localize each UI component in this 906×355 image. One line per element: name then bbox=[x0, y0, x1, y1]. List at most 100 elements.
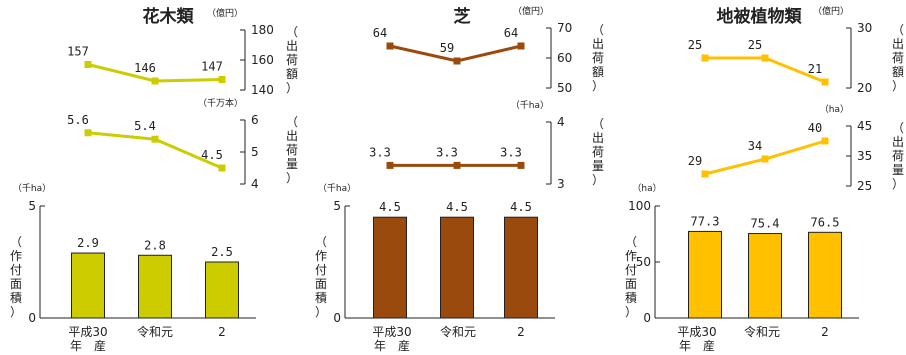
bar bbox=[748, 233, 782, 319]
shipment_volume-tick-label: 5 bbox=[251, 145, 259, 159]
shipment_volume-axis-title: （出荷量） bbox=[286, 115, 298, 185]
shipment_volume-data-label: 3.3 bbox=[436, 145, 458, 159]
shipment_value-tick-label: 50 bbox=[557, 81, 572, 95]
bar-tick-label: 50 bbox=[636, 255, 651, 269]
shipment_value-tick-label: 20 bbox=[857, 81, 872, 95]
bar-unit: （千ha） bbox=[13, 183, 51, 194]
panel-title: 芝 bbox=[454, 6, 471, 27]
bar bbox=[504, 216, 538, 319]
bar-tick-label: 0 bbox=[333, 311, 341, 325]
category-label: 年 産 bbox=[679, 338, 715, 353]
shipment_value-tick-label: 140 bbox=[251, 83, 274, 97]
shipment_volume-data-label: 3.3 bbox=[369, 145, 391, 159]
shipment_value-data-label: 157 bbox=[67, 45, 89, 59]
shipment_value-point bbox=[761, 54, 769, 62]
shipment_volume-unit: （ha） bbox=[820, 104, 849, 115]
shipment_volume-point bbox=[761, 155, 769, 163]
shipment_value-axis-title: （出荷額） bbox=[592, 23, 604, 93]
bar-tick-label: 0 bbox=[28, 311, 36, 325]
shipment_value-unit: （億円） bbox=[513, 5, 549, 17]
shipment_volume-tick-label: 35 bbox=[857, 149, 872, 163]
shipment_value-unit: （億円） bbox=[813, 5, 849, 17]
shipment_volume-axis-title: （出荷量） bbox=[592, 117, 604, 187]
shipment_value-unit: （億円） bbox=[207, 7, 243, 19]
shipment_value-data-label: 25 bbox=[748, 38, 762, 52]
bar-data-label: 75.4 bbox=[751, 217, 780, 231]
bar bbox=[138, 254, 172, 319]
category-label: 年 産 bbox=[374, 338, 410, 353]
shipment_volume-data-label: 29 bbox=[688, 154, 702, 168]
bar-data-label: 2.5 bbox=[211, 245, 233, 259]
category-label: 平成30 bbox=[677, 325, 716, 339]
bar-tick-label: 100 bbox=[628, 199, 651, 213]
bar-tick-label: 5 bbox=[333, 199, 341, 213]
bar bbox=[440, 216, 474, 319]
category-label: 2 bbox=[517, 325, 525, 339]
shipment_volume-data-label: 34 bbox=[748, 139, 762, 153]
shipment_value-data-label: 64 bbox=[373, 26, 387, 40]
category-label: 令和元 bbox=[744, 324, 780, 339]
shipment_value-data-label: 59 bbox=[440, 41, 454, 55]
bar-data-label: 2.8 bbox=[144, 238, 166, 252]
shipment_value-data-label: 146 bbox=[134, 61, 156, 75]
shipment_value-axis-title: （出荷額） bbox=[286, 25, 298, 95]
bar-data-label: 4.5 bbox=[379, 200, 401, 214]
shipment_value-point bbox=[453, 57, 461, 65]
shipment_volume-unit: （千ha） bbox=[511, 100, 549, 111]
bar-axis-title: （作付面積） bbox=[315, 235, 327, 319]
shipment_volume-point bbox=[453, 161, 461, 169]
bar bbox=[808, 231, 842, 319]
category-label: 年 産 bbox=[70, 338, 106, 353]
shipment_volume-tick-label: 25 bbox=[857, 179, 872, 193]
bar-tick-label: 0 bbox=[643, 311, 651, 325]
shipment_volume-tick-label: 3 bbox=[557, 177, 565, 191]
shipment_volume-point bbox=[218, 164, 226, 172]
shipment_value-point bbox=[386, 42, 394, 50]
shipment_volume-point bbox=[84, 129, 92, 137]
shipment_volume-point bbox=[517, 161, 525, 169]
bar-axis-title: （作付面積） bbox=[10, 235, 22, 319]
shipment_volume-data-label: 5.4 bbox=[134, 119, 156, 133]
shipment_value-tick-label: 160 bbox=[251, 53, 274, 67]
shipment_value-data-label: 21 bbox=[808, 62, 822, 76]
shipment_volume-data-label: 3.3 bbox=[500, 145, 522, 159]
bar bbox=[688, 230, 722, 319]
bar-data-label: 4.5 bbox=[446, 200, 468, 214]
shipment_value-point bbox=[151, 77, 159, 85]
shipment_volume-data-label: 5.6 bbox=[67, 113, 89, 127]
panel-title: 地被植物類 bbox=[717, 6, 803, 27]
bar bbox=[205, 261, 239, 319]
shipment_value-point bbox=[218, 76, 226, 83]
shipment_value-point bbox=[517, 42, 525, 50]
bar-axis-title: （作付面積） bbox=[625, 235, 637, 319]
shipment_value-data-label: 64 bbox=[504, 26, 518, 40]
bar-unit: （千ha） bbox=[318, 183, 356, 194]
shipment_volume-point bbox=[701, 170, 709, 178]
shipment_value-point bbox=[821, 78, 829, 86]
category-label: 2 bbox=[218, 325, 226, 339]
shipment_value-data-label: 147 bbox=[201, 60, 223, 74]
category-label: 平成30 bbox=[68, 325, 107, 339]
shipment_value-data-label: 25 bbox=[688, 38, 702, 52]
bar-data-label: 77.3 bbox=[691, 214, 720, 228]
category-label: 2 bbox=[821, 325, 829, 339]
bar-data-label: 4.5 bbox=[510, 200, 532, 214]
shipment_volume-tick-label: 4 bbox=[557, 115, 565, 129]
bar-data-label: 76.5 bbox=[811, 215, 840, 229]
shipment_value-point bbox=[701, 54, 709, 62]
bar bbox=[373, 216, 407, 319]
shipment_volume-point bbox=[821, 137, 829, 145]
panel-title: 花木類 bbox=[143, 6, 195, 27]
shipment_volume-point bbox=[386, 161, 394, 169]
shipment_volume-tick-label: 45 bbox=[857, 119, 872, 133]
shipment_volume-data-label: 40 bbox=[808, 121, 822, 135]
bar-unit: （ha） bbox=[632, 183, 661, 194]
bar-data-label: 2.9 bbox=[77, 236, 99, 250]
bar bbox=[71, 252, 105, 319]
category-label: 令和元 bbox=[440, 324, 476, 339]
shipment_value-axis-title: （出荷額） bbox=[892, 23, 904, 93]
shipment_volume-point bbox=[151, 135, 159, 143]
shipment_value-point bbox=[84, 61, 92, 68]
shipment_value-tick-label: 180 bbox=[251, 23, 274, 37]
